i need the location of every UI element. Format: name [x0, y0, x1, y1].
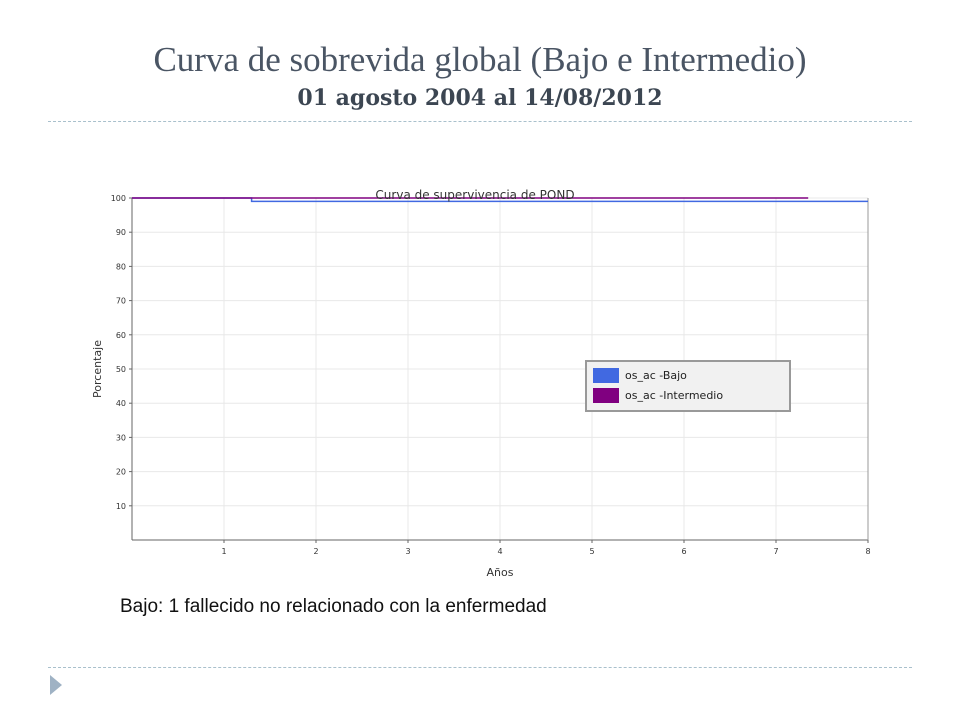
x-tick-label: 2 — [313, 547, 318, 556]
chart-series — [132, 197, 868, 203]
legend-swatch — [593, 368, 619, 383]
x-tick-label: 7 — [773, 547, 778, 556]
y-tick-label: 10 — [116, 502, 126, 511]
bottom-divider — [48, 667, 912, 668]
y-tick-labels: 10 20 30 40 50 60 70 80 90 100 — [111, 194, 126, 511]
survival-chart: 10 20 30 40 50 60 70 80 90 100 1 2 3 4 5 6 7 8 Curva de … — [91, 188, 871, 579]
triangle-right-icon[interactable] — [50, 675, 62, 695]
x-tick-label: 6 — [681, 547, 686, 556]
x-tick-label: 5 — [589, 547, 594, 556]
y-tick-label: 100 — [111, 194, 126, 203]
x-tick-label: 3 — [405, 547, 410, 556]
y-tick-label: 80 — [116, 262, 126, 271]
footnote-text: Bajo: 1 fallecido no relacionado con la … — [120, 596, 547, 617]
legend-label: os_ac -Bajo — [625, 369, 687, 382]
legend-swatch — [593, 388, 619, 403]
x-tick-label: 4 — [497, 547, 502, 556]
chart-axes — [129, 197, 869, 543]
top-divider — [48, 121, 912, 122]
legend-label: os_ac -Intermedio — [625, 389, 723, 402]
x-tick-labels: 1 2 3 4 5 6 7 8 — [221, 547, 870, 556]
chart-title: Curva de supervivencia de POND — [375, 188, 574, 202]
x-tick-label: 1 — [221, 547, 226, 556]
y-tick-label: 40 — [116, 399, 126, 408]
chart-legend: os_ac -Bajo os_ac -Intermedio — [585, 360, 791, 412]
y-tick-label: 90 — [116, 228, 126, 237]
x-tick-label: 8 — [865, 547, 870, 556]
y-tick-label: 30 — [116, 433, 126, 442]
y-tick-label: 60 — [116, 331, 126, 340]
y-tick-label: 70 — [116, 297, 126, 306]
y-tick-label: 50 — [116, 365, 126, 374]
slide-subtitle: 01 agosto 2004 al 14/08/2012 — [297, 85, 663, 111]
slide-title: Curva de sobrevida global (Bajo e Interm… — [153, 40, 807, 79]
y-tick-label: 20 — [116, 468, 126, 477]
x-axis-label: Años — [487, 566, 514, 579]
y-axis-label: Porcentaje — [91, 340, 104, 398]
legend-box — [585, 360, 791, 412]
